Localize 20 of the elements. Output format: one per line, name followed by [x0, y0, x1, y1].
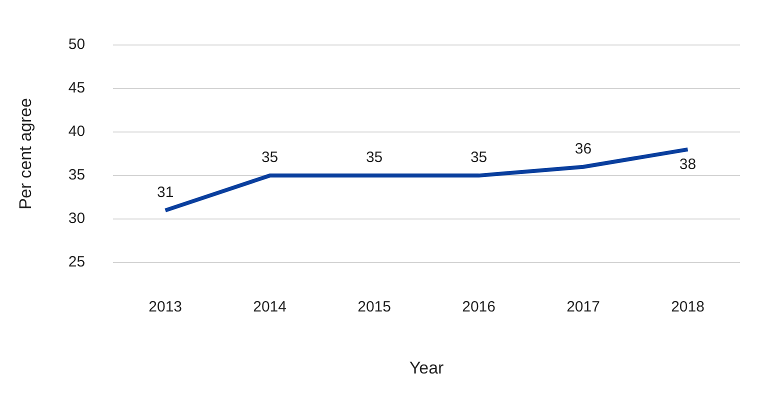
data-label: 35	[261, 149, 278, 166]
y-tick-label: 40	[68, 123, 86, 140]
x-axis-title: Year	[409, 358, 444, 378]
y-tick-label: 50	[68, 36, 86, 54]
y-tick-label: 45	[68, 80, 86, 97]
x-tick-label: 2016	[462, 298, 496, 316]
y-tick-label: 35	[68, 166, 86, 184]
x-tick-label: 2017	[566, 298, 600, 316]
x-tick-label: 2013	[148, 298, 182, 316]
y-tick-label: 30	[68, 210, 86, 228]
data-label: 31	[156, 184, 174, 202]
y-axis-title: Per cent agree	[16, 98, 35, 210]
data-label: 38	[679, 156, 696, 174]
x-tick-label: 2015	[358, 298, 391, 316]
data-label: 36	[574, 140, 592, 158]
y-tick-label: 25	[68, 254, 86, 271]
data-label: 35	[470, 149, 488, 166]
x-tick-label: 2014	[253, 298, 286, 316]
data-label: 35	[366, 149, 383, 166]
x-tick-label: 2018	[671, 298, 704, 316]
